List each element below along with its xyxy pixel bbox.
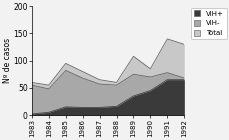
- Y-axis label: Nº de casos: Nº de casos: [3, 38, 12, 83]
- Legend: VIH+, VIH-, Total: VIH+, VIH-, Total: [190, 8, 226, 39]
